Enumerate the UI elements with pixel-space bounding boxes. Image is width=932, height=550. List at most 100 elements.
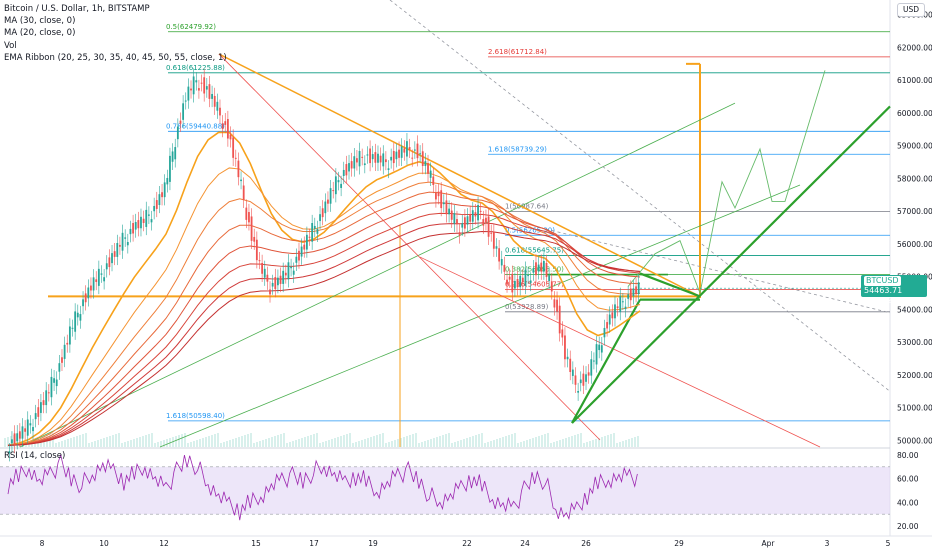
volume-bar — [610, 434, 612, 447]
candle-body — [200, 82, 203, 84]
volume-bar — [61, 441, 63, 447]
y-tick-label: 58000.00 — [897, 174, 932, 183]
volume-bar — [196, 440, 198, 447]
legend-vol[interactable]: Vol — [4, 40, 17, 51]
candle-body — [453, 213, 456, 224]
candle-body — [229, 134, 232, 140]
candle-body — [456, 219, 458, 225]
volume-bar — [613, 433, 615, 447]
candle-body — [556, 299, 558, 312]
fib-level-label: 0.382(55065.50) — [505, 266, 564, 274]
volume-bar — [424, 441, 426, 447]
volume-bar — [121, 443, 123, 447]
rsi-line — [7, 453, 638, 521]
candle-body — [13, 433, 16, 446]
candle-body — [606, 322, 608, 329]
x-tick-label: 8 — [40, 539, 45, 548]
volume-bar — [100, 439, 102, 447]
volume-bar — [409, 435, 411, 447]
currency-button[interactable]: USD — [897, 3, 925, 17]
volume-bar — [430, 439, 432, 447]
y-tick-label: 51000.00 — [897, 404, 932, 413]
candle-body — [564, 335, 566, 360]
legend-ema-ribbon[interactable]: EMA Ribbon (20, 25, 30, 35, 40, 45, 50, … — [4, 52, 227, 63]
candle-body — [137, 220, 140, 229]
volume-bar — [52, 433, 54, 447]
volume-bar — [163, 440, 165, 447]
volume-bar — [319, 443, 321, 447]
channel-line-upper — [19, 102, 736, 448]
volume-bar — [601, 437, 603, 447]
candle-body — [176, 126, 179, 140]
candle-body — [585, 374, 587, 382]
candle-body — [213, 95, 216, 107]
candle-body — [253, 236, 256, 242]
candle-body — [147, 214, 150, 216]
candle-body — [221, 123, 224, 130]
volume-bar — [631, 438, 633, 447]
candle-body — [271, 282, 274, 287]
candle-body — [500, 259, 503, 266]
candle-body — [129, 228, 132, 235]
volume-bar — [637, 436, 639, 447]
volume-bar — [586, 442, 588, 447]
volume-bar — [175, 436, 177, 447]
volume-bar — [193, 441, 195, 447]
candle-body — [105, 263, 108, 270]
candle-body — [635, 286, 637, 295]
volume-bar — [79, 435, 81, 447]
volume-bar — [412, 434, 414, 447]
candle-body — [163, 182, 166, 198]
volume-bar — [517, 443, 519, 447]
volume-bar — [109, 436, 111, 447]
volume-bar — [289, 442, 291, 447]
candle-body — [574, 375, 577, 385]
volume-bar — [595, 439, 597, 447]
volume-bar — [466, 438, 468, 447]
volume-bar — [328, 440, 330, 447]
candle-body — [219, 107, 221, 116]
candle-body — [408, 147, 411, 150]
candle-body — [595, 344, 598, 365]
legend-ma20[interactable]: MA (20, close, 0) — [4, 28, 76, 39]
candle-body — [66, 342, 69, 345]
x-tick-label: 22 — [462, 539, 472, 548]
candle-body — [411, 157, 414, 159]
volume-bar — [457, 441, 459, 447]
volume-bar — [226, 441, 228, 447]
candle-body — [521, 277, 524, 282]
y-tick-label: 53000.00 — [897, 338, 932, 347]
legend-ma30[interactable]: MA (30, close, 0) — [4, 16, 76, 27]
candle-body — [627, 294, 630, 299]
volume-bar — [265, 439, 267, 447]
volume-bar — [295, 440, 297, 447]
candle-body — [245, 207, 248, 220]
volume-bar — [577, 434, 579, 447]
candle-body — [363, 163, 366, 166]
volume-bar — [238, 437, 240, 447]
volume-bar — [316, 433, 318, 447]
candle-body — [540, 262, 543, 272]
volume-bar — [535, 437, 537, 447]
volume-bar — [478, 434, 480, 447]
volume-bar — [472, 436, 474, 447]
candle-body — [390, 156, 393, 161]
candle-body — [208, 84, 211, 99]
volume-bar — [115, 434, 117, 447]
volume-bar — [214, 434, 216, 447]
candle-body — [150, 219, 153, 223]
candle-body — [290, 266, 292, 269]
candle-body — [232, 137, 235, 158]
volume-bar — [382, 433, 384, 447]
fib-level-label: 1.618(50598.40) — [166, 412, 225, 420]
candle-body — [61, 357, 63, 363]
volume-bar — [355, 442, 357, 447]
candle-body — [74, 311, 77, 332]
candle-body — [429, 170, 432, 178]
candle-body — [134, 222, 137, 230]
ascending-support-steep — [571, 299, 641, 424]
rsi-legend[interactable]: RSI (14, close) — [4, 451, 66, 461]
candle-body — [421, 151, 424, 167]
volume-bar — [70, 438, 72, 447]
